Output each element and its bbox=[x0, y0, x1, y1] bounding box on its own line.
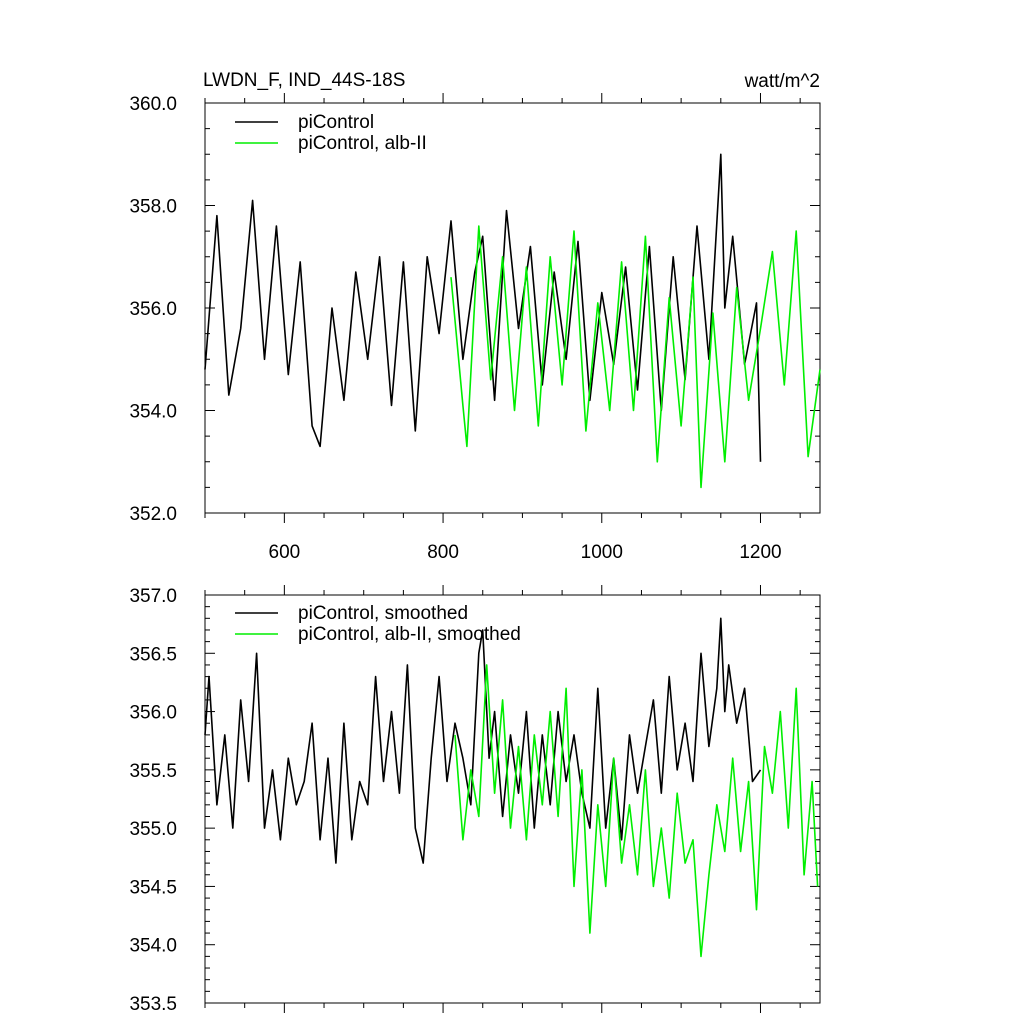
y-tick-label: 356.0 bbox=[129, 299, 177, 320]
top-series-picontrol-line bbox=[204, 153, 762, 462]
top-series-alb-ii-line bbox=[450, 225, 821, 489]
y-tick-label: 354.0 bbox=[129, 936, 177, 957]
y-tick-label: 355.5 bbox=[129, 761, 177, 782]
legend-label-picontrol: piControl bbox=[298, 112, 374, 133]
top-series-group bbox=[204, 153, 821, 489]
bottom-legend: piControl, smoothed piControl, alb-II, s… bbox=[235, 603, 521, 645]
bottom-panel: 353.5 354.0 354.5 355.0 355.5 356.0 356.5 357.0… bbox=[129, 585, 821, 1015]
bottom-series-group bbox=[204, 617, 819, 958]
x-tick-label: 600 bbox=[269, 542, 301, 563]
x-tick-label: 800 bbox=[427, 542, 459, 563]
y-tick-label: 356.0 bbox=[129, 703, 177, 724]
y-tick-label: 353.5 bbox=[129, 994, 177, 1015]
top-legend: piControl piControl, alb-II bbox=[235, 112, 427, 154]
y-tick-label: 356.5 bbox=[129, 644, 177, 665]
units-label: watt/m^2 bbox=[744, 71, 820, 92]
bottom-axis-ticks: 353.5 354.0 354.5 355.0 355.5 356.0 356.5 357.0 bbox=[129, 585, 820, 1015]
top-axis-ticks: 352.0 354.0 356.0 358.0 360.0 600 800 1000 1200 bbox=[129, 93, 820, 563]
x-tick-label: 1200 bbox=[739, 542, 781, 563]
y-tick-label: 355.0 bbox=[129, 819, 177, 840]
y-tick-label: 358.0 bbox=[129, 197, 177, 218]
figure-title: LWDN_F, IND_44S-18S bbox=[203, 70, 405, 91]
bottom-plot-frame bbox=[204, 594, 821, 1004]
y-tick-label: 354.5 bbox=[129, 877, 177, 898]
x-tick-label: 1000 bbox=[581, 542, 623, 563]
y-tick-label: 360.0 bbox=[129, 94, 177, 115]
legend-label-alb-ii-smoothed: piControl, alb-II, smoothed bbox=[298, 624, 521, 645]
y-tick-label: 352.0 bbox=[129, 504, 177, 525]
legend-label-picontrol-smoothed: piControl, smoothed bbox=[298, 603, 468, 624]
y-tick-label: 354.0 bbox=[129, 402, 177, 423]
legend-label-alb-ii: piControl, alb-II bbox=[298, 133, 427, 154]
bottom-series-alb-ii-line bbox=[454, 664, 819, 958]
top-plot-frame bbox=[204, 102, 821, 514]
y-tick-label: 357.0 bbox=[129, 586, 177, 607]
